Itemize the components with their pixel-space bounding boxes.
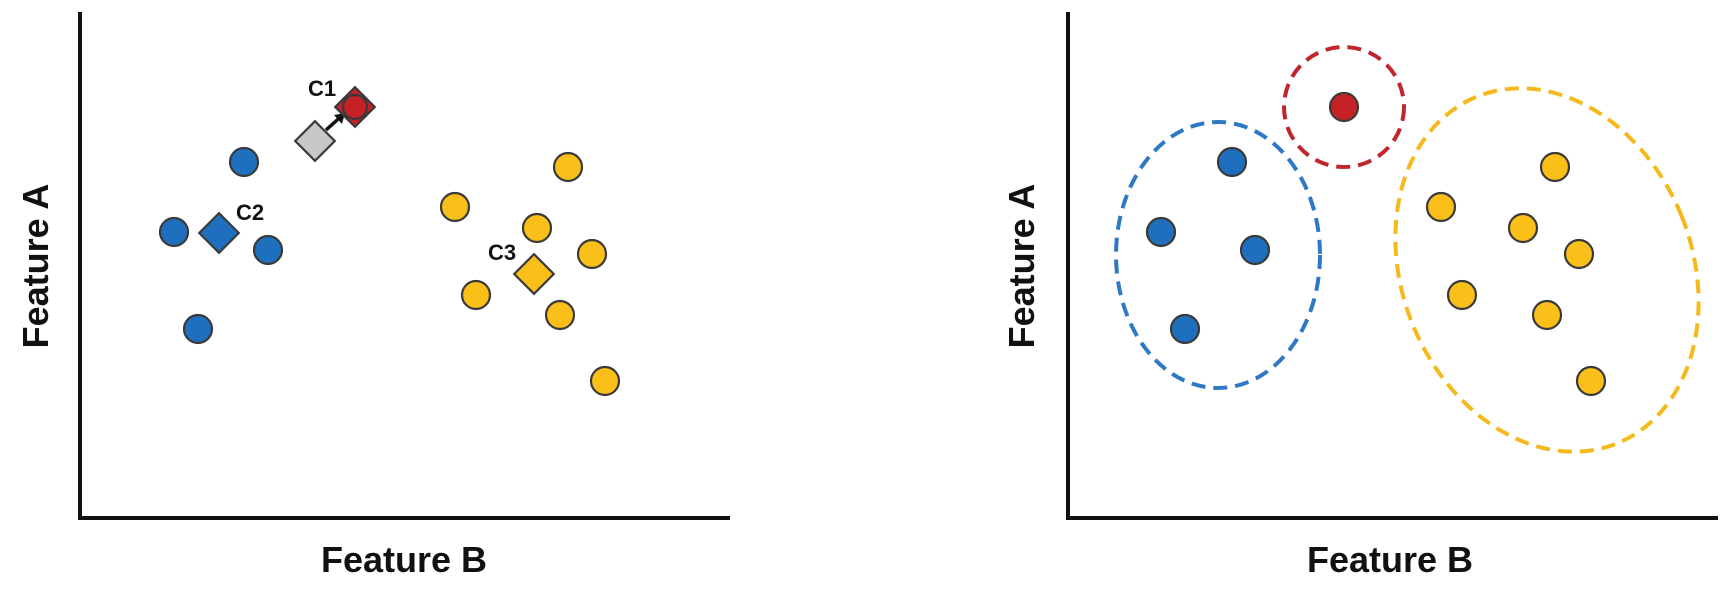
yellow-point	[552, 151, 584, 183]
yellow-point	[1425, 191, 1457, 223]
right-panel: Feature B Feature A	[1001, 12, 1718, 580]
yellow-point	[1507, 212, 1539, 244]
blue-point	[182, 313, 214, 345]
yellow-point	[439, 191, 471, 223]
blue-point	[1145, 216, 1177, 248]
blue-point	[1216, 146, 1248, 178]
yellow-point	[589, 365, 621, 397]
red-cluster-boundary	[1282, 45, 1406, 169]
left-x-axis-label: Feature B	[321, 539, 487, 580]
yellow-point	[1563, 238, 1595, 270]
blue-point	[252, 234, 284, 266]
yellow-point	[1531, 299, 1563, 331]
yellow-point	[1539, 151, 1571, 183]
red-point	[1328, 91, 1360, 123]
yellow-point	[460, 279, 492, 311]
c2-label: C2	[236, 200, 264, 225]
yellow-point	[544, 299, 576, 331]
yellow-point	[1575, 365, 1607, 397]
left-y-axis-label: Feature A	[15, 184, 56, 349]
blue-point	[228, 146, 260, 178]
right-y-axis-label: Feature A	[1001, 184, 1042, 349]
yellow-cluster-boundary	[1393, 86, 1701, 454]
yellow-point	[1446, 279, 1478, 311]
blue-point	[1169, 313, 1201, 345]
c2-centroid-diamond	[197, 211, 241, 255]
c1-label: C1	[308, 76, 336, 101]
c1-shift-arrowhead	[334, 113, 345, 124]
yellow-point	[576, 238, 608, 270]
red-point	[341, 93, 369, 121]
right-x-axis-label: Feature B	[1307, 539, 1473, 580]
blue-point	[1239, 234, 1271, 266]
c1-previous-centroid-diamond	[293, 119, 337, 163]
blue-point	[158, 216, 190, 248]
blue-cluster-boundary	[1114, 120, 1322, 390]
c3-label: C3	[488, 240, 516, 265]
left-panel: Feature B Feature A C1 C2 C3	[15, 12, 730, 580]
yellow-point	[521, 212, 553, 244]
c3-centroid-diamond	[512, 252, 556, 296]
